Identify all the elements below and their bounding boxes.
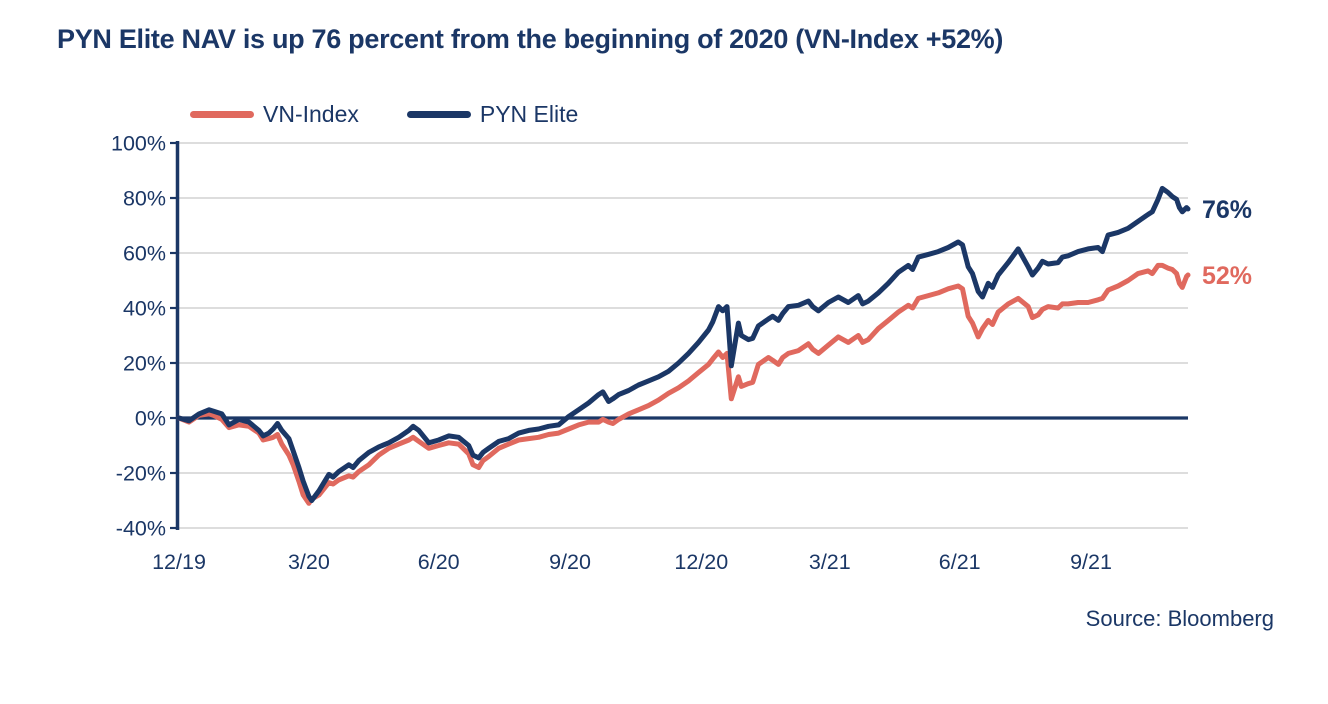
source-credit: Source: Bloomberg [1085,606,1274,631]
vn-index-legend-swatch [190,111,254,118]
pyn-elite-end-label: 76% [1202,196,1252,224]
y-tick-label: 100% [111,132,166,156]
chart-title: PYN Elite NAV is up 76 percent from the … [57,24,1004,54]
pyn-elite-legend-label: PYN Elite [479,101,579,127]
y-tick-label: 20% [123,352,166,376]
x-tick-label: 12/19 [152,550,206,574]
legend-item-vn-index: VN-Index [190,101,359,128]
pyn-elite-legend-swatch [406,111,471,118]
x-tick-label: 12/20 [674,550,728,574]
x-tick-label: 3/21 [809,550,851,574]
x-tick-label: 9/20 [549,550,591,574]
y-tick-label: -40% [116,517,166,541]
x-tick-label: 6/21 [939,550,981,574]
vn-index-line [176,262,1191,506]
vn-index-end-label: 52% [1202,262,1252,290]
y-tick-label: 60% [123,242,166,266]
y-tick-label: 40% [123,297,166,321]
y-tick-label: 80% [123,187,166,211]
legend-item-pyn-elite: PYN Elite [406,101,579,128]
y-tick-label: 0% [135,407,166,431]
vn-index-legend-label: VN-Index [263,101,359,127]
pyn-elite-line [176,185,1191,503]
y-tick-label: -20% [116,462,166,486]
x-tick-label: 6/20 [418,550,460,574]
legend: VN-Index PYN Elite [190,101,626,128]
x-tick-label: 9/21 [1070,550,1112,574]
x-tick-label: 3/20 [288,550,330,574]
